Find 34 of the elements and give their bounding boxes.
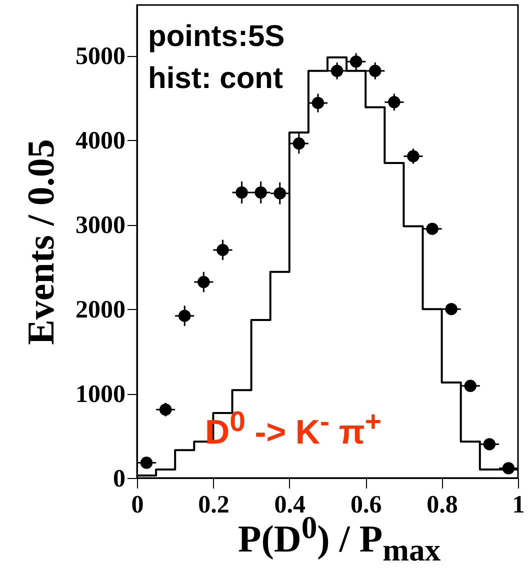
x-tick-label: 0.6: [350, 492, 382, 518]
annotation: points:5S: [148, 20, 285, 53]
y-tick-label: 1000: [76, 381, 126, 408]
point: [292, 137, 306, 150]
x-tick-label: 1: [512, 492, 525, 518]
point: [369, 64, 382, 77]
point: [312, 96, 324, 110]
y-axis-title: Events / 0.05: [20, 139, 62, 345]
point: [216, 244, 229, 256]
point: [464, 380, 476, 392]
point: [350, 55, 362, 68]
point: [236, 186, 248, 199]
point: [198, 276, 210, 288]
annotation: hist: cont: [148, 62, 283, 95]
x-tick-label: 0: [131, 492, 144, 518]
point: [330, 64, 344, 77]
point: [159, 403, 172, 416]
point: [483, 438, 496, 450]
x-tick-label: 0.2: [198, 492, 230, 518]
point: [426, 222, 438, 235]
point: [140, 456, 153, 469]
point: [388, 96, 400, 108]
y-tick-label: 3000: [76, 212, 126, 240]
x-tick-label: 0.8: [426, 492, 458, 518]
y-tick-label: 0: [113, 466, 126, 492]
point: [502, 462, 515, 474]
y-tick-label: 2000: [76, 296, 126, 324]
point: [178, 310, 191, 322]
y-tick-label: 4000: [76, 128, 126, 155]
y-tick-label: 5000: [76, 43, 126, 70]
point: [254, 186, 267, 199]
point: [445, 302, 458, 316]
point: [274, 187, 286, 200]
point: [407, 150, 420, 162]
